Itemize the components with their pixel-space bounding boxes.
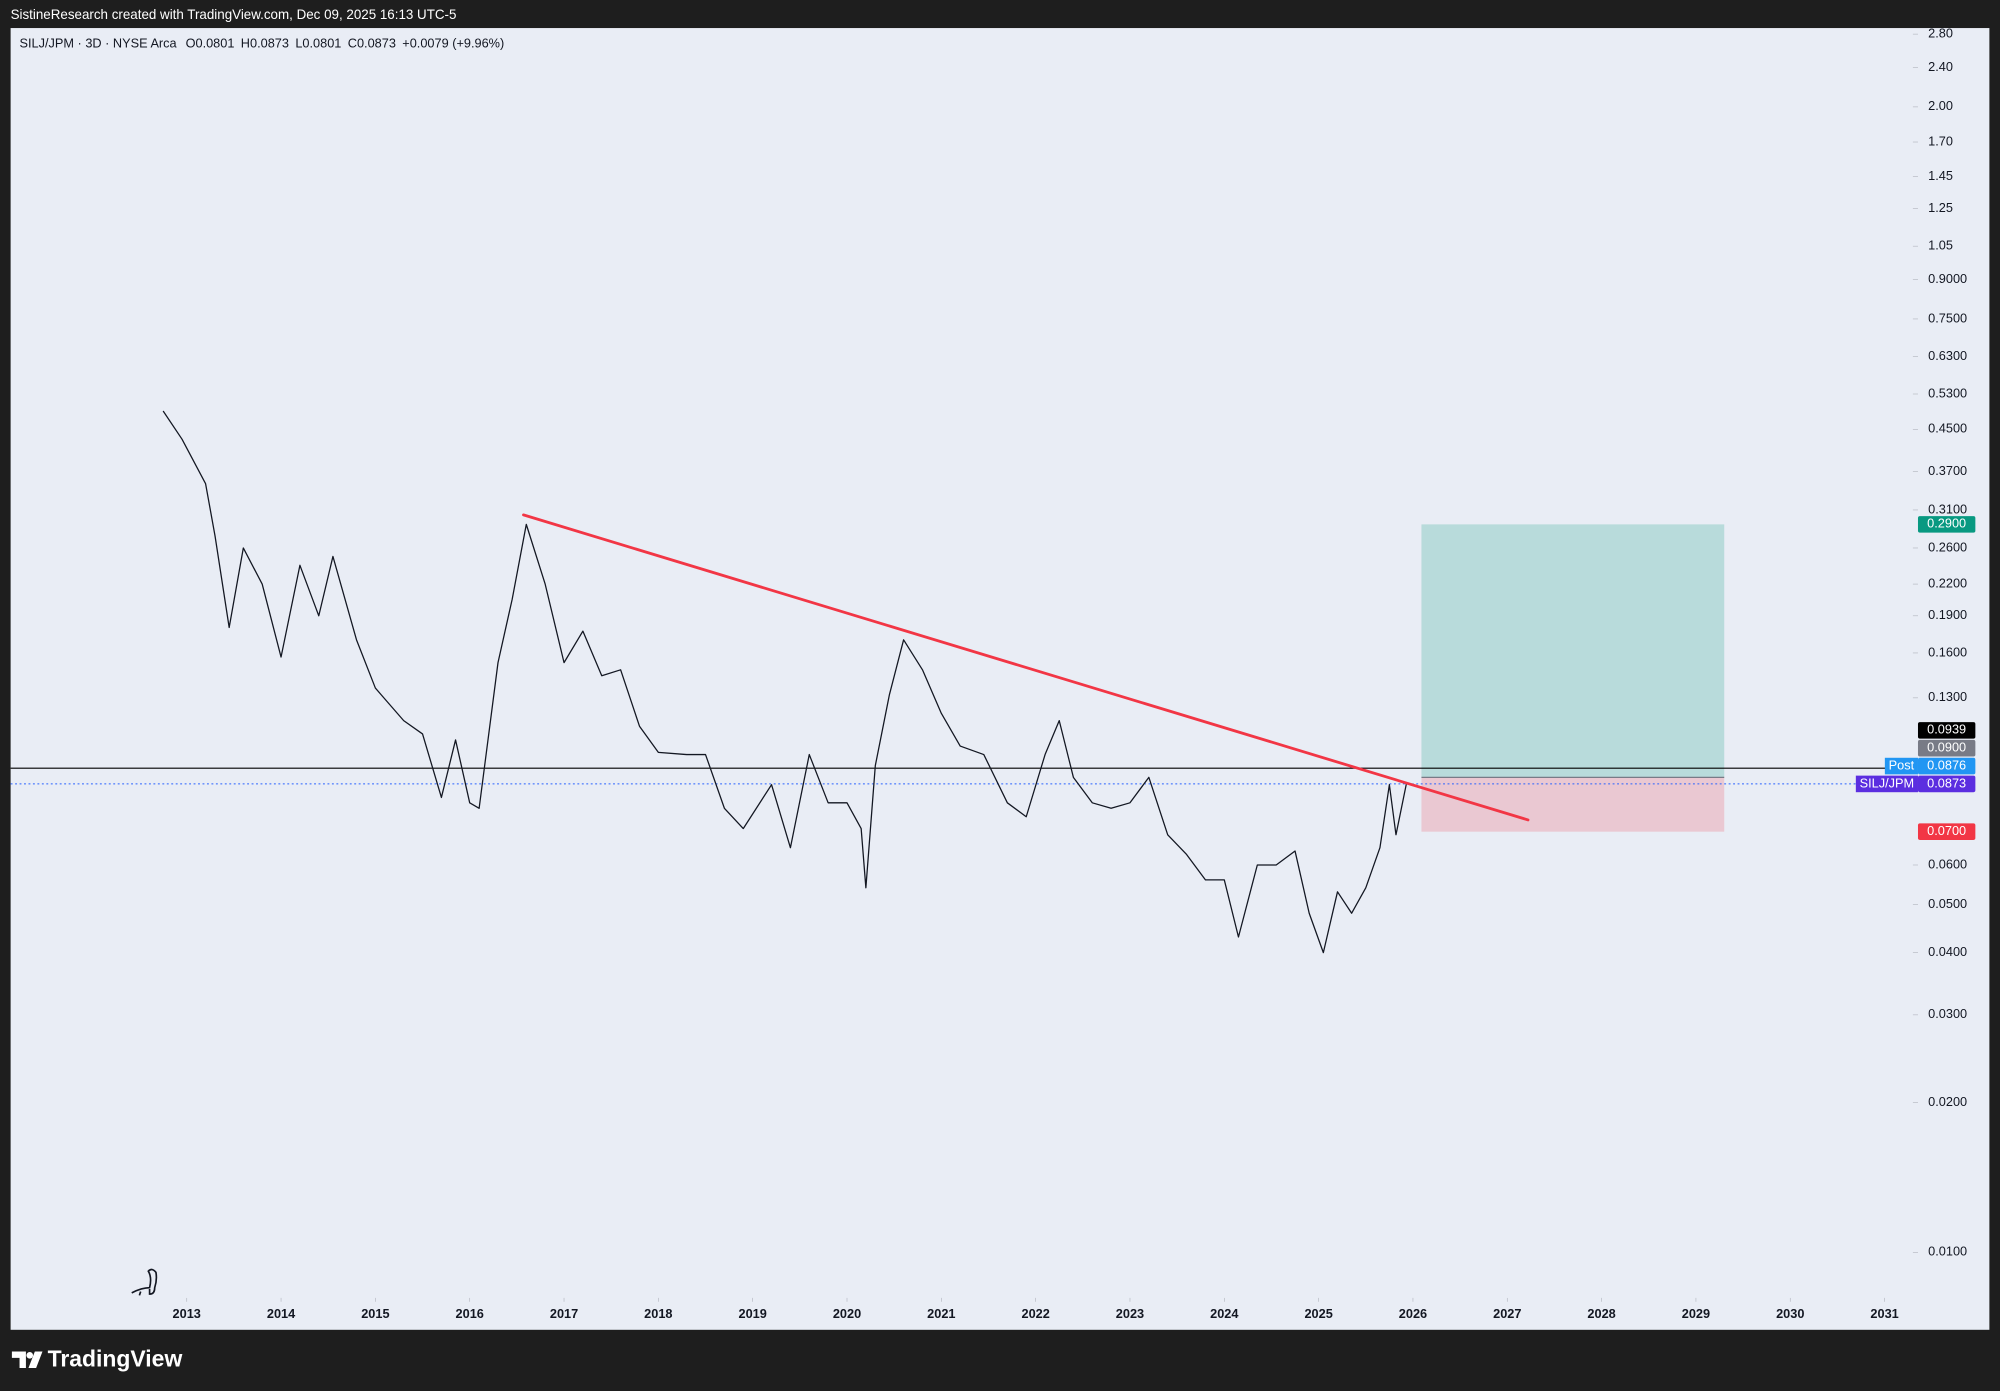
brand: TradingView — [48, 1345, 183, 1371]
x-tick-label: 2031 — [1870, 1306, 1898, 1321]
ohlc-value: 0.0801 — [302, 36, 341, 51]
ohlc-label: L — [295, 36, 302, 51]
x-tick-label: 2028 — [1587, 1306, 1615, 1321]
x-tick-label: 2019 — [739, 1306, 767, 1321]
entry-label: 0.0900 — [1927, 740, 1966, 755]
y-tick-label: 1.25 — [1928, 200, 1953, 215]
price-label: 0.0873 — [1927, 775, 1966, 790]
symbol: SILJ/JPM · 3D · NYSE Arca — [20, 36, 178, 51]
price-label: 0.0876 — [1927, 757, 1966, 772]
y-tick-label: 0.2600 — [1928, 539, 1967, 554]
y-tick-label: 0.0400 — [1928, 944, 1967, 959]
x-tick-label: 2020 — [833, 1306, 861, 1321]
y-tick-label: 1.70 — [1928, 133, 1953, 148]
trendline — [522, 513, 1530, 822]
ohlc-value: 0.0873 — [357, 36, 396, 51]
y-tick-label: 0.5300 — [1928, 385, 1967, 400]
x-tick-label: 2025 — [1304, 1306, 1332, 1321]
y-tick-label: 0.0600 — [1928, 856, 1967, 871]
price-line-name-bg — [1884, 757, 1918, 775]
price-line-name: SILJ/JPM — [1860, 775, 1915, 790]
price-label-bg — [1917, 757, 1976, 775]
x-tick-label: 2021 — [927, 1306, 955, 1321]
target-zone — [1421, 524, 1725, 778]
y-tick-label: 1.05 — [1928, 238, 1953, 253]
ohlc-value: 0.0873 — [250, 36, 289, 51]
y-tick-label: 0.7500 — [1928, 310, 1967, 325]
stop-label-bg — [1917, 823, 1976, 840]
x-tick-label: 2022 — [1021, 1306, 1049, 1321]
credit: SistineResearch created with TradingView… — [11, 7, 457, 22]
logo-dot — [26, 1351, 34, 1359]
x-tick-label: 2029 — [1682, 1306, 1710, 1321]
y-tick-label: 0.6300 — [1928, 348, 1967, 363]
y-tick-label: 0.3100 — [1928, 501, 1967, 516]
chart-background — [10, 28, 1990, 1330]
y-tick-label: 2.80 — [1928, 25, 1953, 40]
ohlc-label: C — [348, 36, 357, 51]
x-tick-label: 2023 — [1116, 1306, 1144, 1321]
x-tick-label: 2014 — [267, 1306, 296, 1321]
price-label-bg — [1917, 722, 1976, 739]
logo — [11, 1351, 43, 1369]
y-tick-label: 0.1300 — [1928, 689, 1967, 704]
y-tick-label: 0.0300 — [1928, 1006, 1967, 1021]
x-tick-label: 2015 — [361, 1306, 389, 1321]
y-tick-label: 0.4500 — [1928, 421, 1967, 436]
ohlc-label: H — [241, 36, 250, 51]
y-tick-label: 0.0100 — [1928, 1244, 1967, 1259]
price-line-series — [162, 410, 1407, 954]
target-label-bg — [1917, 516, 1976, 533]
y-tick-label: 0.3700 — [1928, 463, 1967, 478]
target-label: 0.2900 — [1927, 516, 1966, 531]
ohlc-label: O — [186, 36, 196, 51]
x-tick-label: 2027 — [1493, 1306, 1521, 1321]
change: +0.0079 (+9.96%) — [402, 36, 504, 51]
x-tick-label: 2024 — [1210, 1306, 1239, 1321]
x-tick-label: 2013 — [173, 1306, 201, 1321]
x-tick-label: 2026 — [1399, 1306, 1427, 1321]
price-line-name: Post — [1889, 757, 1915, 772]
legend: SILJ/JPM · 3D · NYSE Arca O0.0801 H0.0873 L… — [20, 36, 505, 51]
y-tick-label: 2.00 — [1928, 98, 1953, 113]
price-label: 0.0939 — [1927, 722, 1966, 737]
ohlc-value: 0.0801 — [195, 36, 234, 51]
y-tick-label: 0.9000 — [1928, 271, 1967, 286]
y-tick-label: 0.2200 — [1928, 575, 1967, 590]
x-tick-label: 2030 — [1776, 1306, 1804, 1321]
stop-zone — [1421, 777, 1725, 832]
y-tick-label: 0.1600 — [1928, 644, 1967, 659]
x-tick-label: 2018 — [644, 1306, 672, 1321]
y-tick-label: 0.0200 — [1928, 1094, 1967, 1109]
price-label-bg — [1917, 775, 1976, 793]
dino-icon — [131, 1268, 158, 1296]
y-tick-label: 0.1900 — [1928, 607, 1967, 622]
stop-label: 0.0700 — [1927, 823, 1966, 838]
x-tick-label: 2016 — [456, 1306, 484, 1321]
y-tick-label: 0.0500 — [1928, 896, 1967, 911]
price-line-name-bg — [1855, 775, 1918, 793]
logo-mark — [11, 1351, 43, 1369]
x-tick-label: 2017 — [550, 1306, 578, 1321]
y-tick-label: 2.40 — [1928, 59, 1953, 74]
y-tick-label: 1.45 — [1928, 168, 1953, 183]
entry-label-bg — [1917, 739, 1976, 757]
